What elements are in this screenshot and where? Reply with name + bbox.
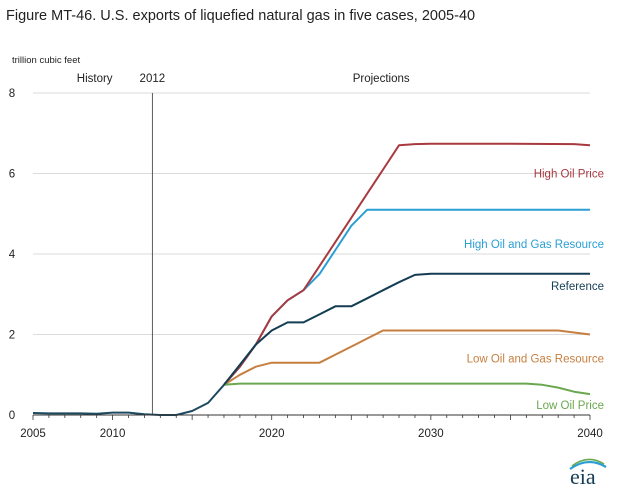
y-axis: 0 2 4 6 8: [9, 88, 16, 422]
history-line: [32, 384, 225, 416]
x-tick-label-2030: 2030: [418, 428, 444, 440]
x-tick-label-2010: 2010: [100, 428, 126, 440]
y-tick-label-0: 0: [9, 410, 15, 422]
x-tick-label-2020: 2020: [259, 428, 285, 440]
x-tick-label-2005: 2005: [20, 428, 46, 440]
series-line-low-oil-price: [223, 382, 591, 396]
divider-year-label: 2012: [140, 73, 166, 85]
y-tick-label-6: 6: [9, 169, 15, 181]
eia-logo: eia: [566, 458, 610, 493]
series-line-low-oil-and-gas-resource: [223, 329, 591, 386]
series-lines: [32, 142, 591, 416]
region-annotations: History 2012 Projections: [77, 73, 410, 415]
series-label-high-oil-and-gas-resource: High Oil and Gas Resource: [464, 239, 604, 251]
series-label-low-oil-price: Low Oil Price: [536, 400, 604, 412]
series-label-reference: Reference: [551, 281, 604, 293]
series-label-high-oil-price: High Oil Price: [534, 169, 604, 181]
series-line-high-oil-price: [223, 142, 591, 386]
eia-logo-text: eia: [570, 464, 596, 488]
series-labels: High Oil Price High Oil and Gas Resource R…: [464, 169, 604, 412]
history-label: History: [77, 73, 113, 85]
x-axis: 2005 2010 2020 2030 2040: [20, 414, 603, 440]
y-tick-label-4: 4: [9, 249, 16, 261]
y-tick-label-8: 8: [9, 88, 15, 100]
gridlines: [33, 92, 590, 335]
chart-title: Figure MT-46. U.S. exports of liquefied …: [6, 8, 476, 24]
projections-label: Projections: [353, 73, 410, 85]
y-axis-unit-label: trillion cubic feet: [12, 55, 80, 66]
series-label-low-oil-and-gas-resource: Low Oil and Gas Resource: [467, 354, 604, 366]
series-line-reference: [223, 272, 590, 386]
x-tick-label-2040: 2040: [577, 428, 603, 440]
y-tick-label-2: 2: [9, 330, 15, 342]
